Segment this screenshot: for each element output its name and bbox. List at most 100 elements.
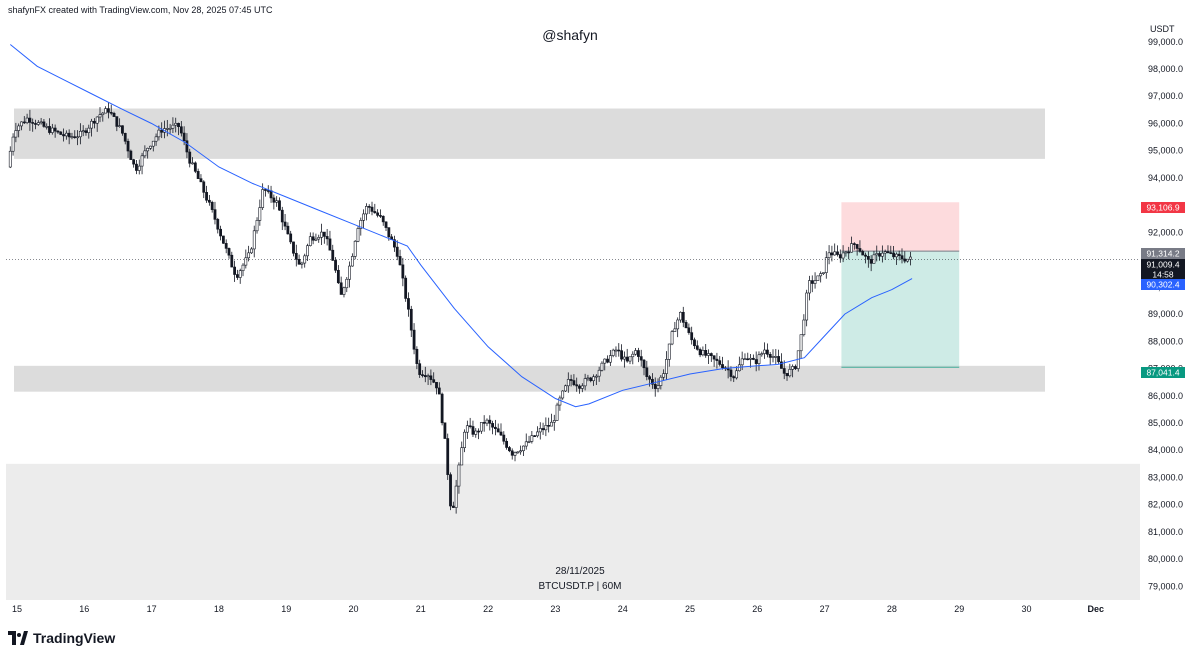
candle-body <box>886 251 890 253</box>
candle <box>435 381 438 395</box>
candle <box>757 351 761 371</box>
candle <box>36 120 40 126</box>
price-label-box <box>1141 202 1185 213</box>
candle <box>143 145 147 159</box>
candle-body <box>732 376 736 379</box>
candle <box>381 215 385 226</box>
candle-body <box>28 117 32 123</box>
candle-body <box>608 355 612 363</box>
candle-body <box>673 328 677 332</box>
candle-body <box>432 379 436 383</box>
candle-body <box>81 130 85 133</box>
candle-body <box>415 348 419 364</box>
candle <box>813 272 817 289</box>
candle-body <box>538 428 542 433</box>
candle <box>566 372 570 393</box>
candle <box>292 241 295 257</box>
candle-body <box>379 215 382 217</box>
price-tick-label: 81,000.0 <box>1148 527 1183 537</box>
tradingview-logo-text: TradingView <box>33 630 116 646</box>
candle-body <box>544 425 548 431</box>
candle-body <box>121 125 124 134</box>
candle-body <box>670 331 674 345</box>
candle-body <box>42 121 46 127</box>
candle <box>866 251 870 268</box>
price-label-text: 14:58 <box>1152 270 1174 280</box>
candle-body <box>221 235 225 244</box>
candle <box>348 261 351 288</box>
candle <box>252 225 256 258</box>
candle-body <box>894 253 898 258</box>
candle <box>662 369 666 381</box>
candle-body <box>107 108 110 113</box>
candle-body <box>575 384 579 387</box>
candle <box>258 199 262 226</box>
candle <box>409 305 413 338</box>
candle-body <box>847 251 851 254</box>
candle-body <box>236 274 239 278</box>
candle <box>906 258 910 263</box>
candle <box>171 117 175 133</box>
candle <box>8 146 12 169</box>
candle-body <box>269 190 273 199</box>
candle-body <box>241 264 245 272</box>
time-tick-label: 15 <box>12 604 22 614</box>
candle <box>440 392 444 426</box>
price-tick-label: 96,000.0 <box>1148 118 1183 128</box>
candle-body <box>132 159 136 165</box>
candle-body <box>331 249 335 261</box>
candle <box>822 272 825 276</box>
candle-body <box>36 122 40 125</box>
candle-body <box>440 393 444 424</box>
candle-body <box>536 431 539 437</box>
candle-body <box>283 221 287 227</box>
candle-body <box>499 431 503 436</box>
candle-body <box>199 178 203 183</box>
candle-body <box>185 140 189 153</box>
candle <box>897 250 901 261</box>
candle <box>707 349 710 364</box>
candle <box>331 244 335 261</box>
candle-body <box>62 134 65 137</box>
candle <box>611 348 615 358</box>
short-position-tool <box>841 202 960 368</box>
candle-body <box>707 353 710 356</box>
candle-body <box>656 385 660 389</box>
candle-body <box>794 366 797 369</box>
candle-body <box>230 254 234 268</box>
candle-body <box>421 374 424 376</box>
candle <box>771 349 775 363</box>
candle <box>743 353 747 361</box>
candle <box>589 376 593 383</box>
candle-body <box>780 361 783 369</box>
candle <box>112 111 116 117</box>
candle <box>819 271 823 283</box>
candle <box>429 369 433 386</box>
candle <box>92 118 96 129</box>
candle-body <box>751 357 755 360</box>
candle-body <box>118 125 122 127</box>
candle <box>597 366 601 382</box>
candle-body <box>754 359 758 364</box>
candle-body <box>869 259 873 264</box>
price-tick-label: 95,000.0 <box>1148 146 1183 156</box>
candle <box>606 355 609 364</box>
candle <box>592 374 595 386</box>
candle <box>294 244 298 267</box>
candle-body <box>157 129 161 138</box>
tradingview-logo[interactable]: TradingView <box>8 629 115 647</box>
candle <box>670 330 674 346</box>
candle <box>174 117 178 133</box>
candle <box>513 451 517 462</box>
candle-body <box>866 256 870 260</box>
candle-body <box>376 212 380 216</box>
candle-body <box>564 385 567 392</box>
candle <box>140 152 144 175</box>
candle-body <box>348 265 351 280</box>
candle <box>656 378 660 393</box>
candle <box>802 314 806 337</box>
time-tick-label: 18 <box>214 604 224 614</box>
candle-body <box>600 362 604 371</box>
price-label-box <box>1141 269 1185 280</box>
